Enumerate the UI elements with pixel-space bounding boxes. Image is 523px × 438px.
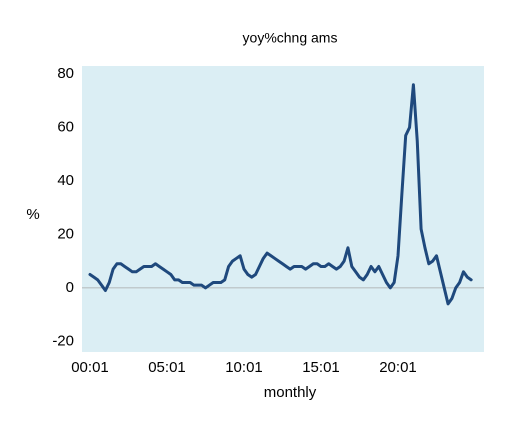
- y-tick-label: 80: [57, 65, 74, 82]
- y-tick-label: 0: [66, 279, 74, 296]
- y-tick-label: 60: [57, 118, 74, 135]
- x-axis-label: monthly: [264, 384, 317, 401]
- x-tick-label: 00:01: [71, 359, 109, 376]
- chart-title: yoy%chng ams: [243, 30, 338, 46]
- y-tick-label: -20: [52, 332, 74, 349]
- x-tick-label: 15:01: [302, 359, 340, 376]
- x-tick-label: 05:01: [148, 359, 186, 376]
- x-tick-label: 10:01: [225, 359, 263, 376]
- plot-area: [82, 66, 484, 352]
- y-tick-label: 40: [57, 172, 74, 189]
- data-line: [88, 83, 473, 306]
- y-tick-label: 20: [57, 225, 74, 242]
- x-tick-label: 20:01: [379, 359, 417, 376]
- y-axis-label: %: [26, 206, 39, 223]
